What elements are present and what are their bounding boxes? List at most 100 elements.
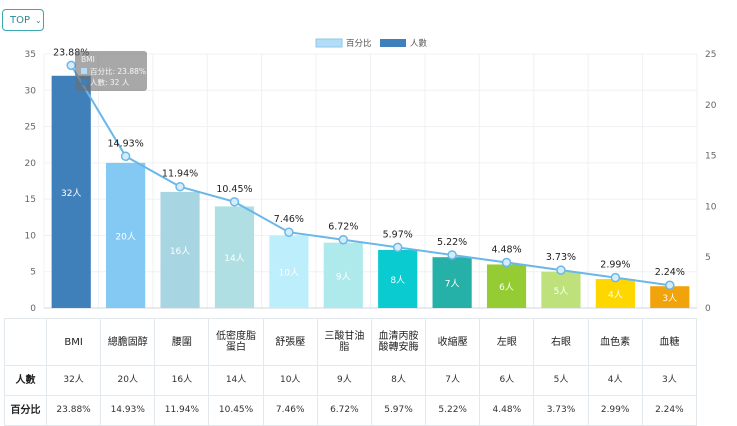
percent-value-label: 3.73% [546, 252, 576, 263]
y-left-tick-label: 10 [25, 231, 37, 241]
table-header-cell: 左眼 [479, 318, 535, 366]
bar [650, 286, 690, 308]
table-percent-cell: 2.99% [587, 395, 643, 426]
bar-value-label: 32人 [61, 188, 81, 199]
percent-point [610, 272, 621, 283]
percent-point [556, 265, 566, 275]
table-header-cell: BMI [45, 318, 102, 366]
bar [269, 235, 309, 308]
percent-point [338, 234, 349, 245]
bar [486, 264, 527, 308]
percent-line [70, 64, 670, 287]
chevron-down-icon: ⌄ [35, 15, 42, 25]
y-left-tick-label: 20 [25, 159, 37, 169]
table-count-cell: 6人 [479, 365, 535, 396]
table-header-cell: 腰圍 [154, 318, 210, 366]
table-count-cell: 4人 [587, 365, 643, 396]
percent-point [501, 257, 512, 268]
bar-value-label: 16人 [170, 246, 190, 257]
percent-value-label: 2.24% [655, 267, 685, 278]
pareto-chart: 0 5 10 15 20 25 30 35 0 5 10 15 20 25 32人 20人 16人 14人 10人 9… [25, 38, 717, 314]
top-filter-select[interactable]: TOP ⌄ [2, 9, 44, 31]
bar-value-label: 3人 [662, 293, 677, 304]
bar [106, 162, 146, 308]
y-left-tick-label: 15 [25, 195, 36, 205]
tooltip-line-percent: 百分比: 23.88% [90, 66, 146, 76]
table-count-cell: 3人 [641, 365, 698, 396]
percent-point [229, 197, 240, 207]
percent-value-label: 7.46% [274, 214, 304, 225]
y-left-tick-label: 0 [30, 304, 36, 314]
bar-value-label: 6人 [499, 282, 514, 293]
table-row-counts: 人數 32人 20人 16人 14人 10人 9人 8人 7人 6人 5人 4人 3人 [4, 365, 698, 396]
table-header-cell: 血清丙胺酸轉安脢 [370, 318, 427, 366]
percent-value-label: 14.93% [108, 138, 144, 149]
tooltip-swatch-percent [81, 68, 87, 74]
bar [378, 249, 418, 308]
y-right-tick-label: 25 [705, 50, 716, 60]
y-left-tick-label: 5 [30, 268, 36, 278]
legend-swatch-count [380, 39, 406, 47]
table-count-cell: 20人 [100, 365, 156, 396]
tooltip-swatch-count [81, 79, 87, 85]
table-header-cell: 三酸甘油脂 [316, 318, 372, 366]
bar [323, 242, 363, 308]
percent-value-label: 10.45% [216, 184, 252, 195]
legend-swatch-percent [315, 38, 343, 48]
table-header-cell: 低密度脂蛋白 [208, 318, 264, 366]
percent-point [120, 151, 131, 162]
table-count-cell: 5人 [533, 365, 589, 396]
percent-point [66, 60, 76, 71]
legend-label-count: 人數 [410, 38, 428, 49]
tooltip-box [75, 51, 147, 91]
bar-value-label: 8人 [390, 275, 405, 286]
bar [541, 271, 581, 308]
table-percent-cell: 23.88% [45, 395, 102, 426]
y-left-tick-label: 25 [25, 123, 36, 133]
bar-value-label: 9人 [336, 271, 351, 282]
table-percent-cell: 3.73% [533, 395, 589, 426]
tooltip-title: BMI [81, 55, 95, 64]
percent-point [175, 181, 185, 192]
table-percent-cell: 10.45% [208, 395, 264, 426]
table-percent-cell: 5.97% [370, 395, 427, 426]
table-corner-cell [4, 318, 47, 366]
table-row-percents: 百分比 23.88% 14.93% 11.94% 10.45% 7.46% 6.72% 5.… [4, 395, 698, 426]
bar [214, 206, 255, 308]
table-percent-cell: 6.72% [316, 395, 372, 426]
table-header-cell: 血色素 [587, 318, 643, 366]
percent-value-label: 5.22% [437, 237, 467, 248]
bar-value-label: 5人 [554, 286, 569, 297]
table-percent-cell: 7.46% [262, 395, 318, 426]
bar [432, 257, 472, 308]
percent-point [665, 280, 675, 290]
table-count-cell: 9人 [316, 365, 372, 396]
row-label-percents: 百分比 [4, 395, 47, 426]
y-left-tick-label: 30 [25, 86, 37, 96]
table-count-cell: 14人 [208, 365, 264, 396]
table-percent-cell: 2.24% [641, 395, 698, 426]
y-right-tick-label: 15 [705, 152, 716, 162]
table-percent-cell: 14.93% [100, 395, 156, 426]
percent-value-label: 11.94% [162, 169, 198, 180]
tooltip-line-count: 人數: 32 人 [90, 77, 130, 87]
bar-value-label: 4人 [608, 289, 623, 300]
table-header-cell: 血糖 [641, 318, 698, 366]
data-table: BMI 總膽固醇 腰圍 低密度脂蛋白 舒張壓 三酸甘油脂 血清丙胺酸轉安脢 收縮壓 左眼 右眼 血色… [4, 318, 698, 426]
percent-point [392, 242, 403, 253]
table-count-cell: 8人 [370, 365, 427, 396]
percent-value-label: 5.97% [383, 229, 413, 240]
bar [595, 278, 635, 308]
bar [51, 75, 91, 309]
table-percent-cell: 4.48% [479, 395, 535, 426]
table-header-cell: 收縮壓 [425, 318, 481, 366]
top-filter-label: TOP [10, 14, 31, 26]
table-count-cell: 32人 [45, 365, 102, 396]
table-header-cell: 右眼 [533, 318, 589, 366]
bar-value-label: 20人 [115, 231, 135, 242]
percent-point [284, 227, 294, 237]
table-percent-cell: 5.22% [425, 395, 481, 426]
table-count-cell: 10人 [262, 365, 318, 396]
y-right-tick-label: 5 [705, 253, 711, 263]
bar-value-label: 7人 [445, 279, 460, 290]
